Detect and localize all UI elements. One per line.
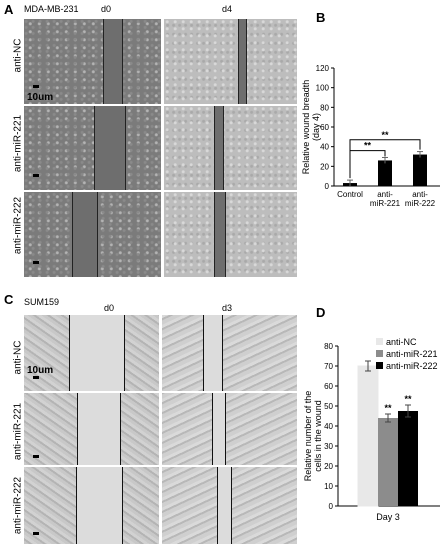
panel-a-col-header-d4: d4 (222, 4, 233, 14)
bar (378, 418, 398, 506)
bar (398, 411, 418, 506)
y-tick-label: 80 (324, 342, 333, 351)
panel-d-chart: Relative number of thecells in the wound… (303, 337, 440, 522)
scale-bar (33, 85, 39, 88)
significance-label: ** (384, 403, 392, 413)
bar (378, 160, 392, 186)
scale-label: 10um (27, 365, 54, 376)
scale-bar (33, 532, 39, 535)
significance-label: ** (404, 394, 412, 404)
significance-bracket (349, 139, 421, 177)
panel-a-image-222-d4 (163, 191, 298, 278)
y-tick-label: 50 (324, 402, 333, 411)
panel-c-image-nc-d3 (161, 314, 298, 392)
y-axis-label: Relative wound breadth(day 4) (301, 80, 321, 175)
y-tick-label: 40 (320, 143, 329, 152)
y-tick-label: 0 (325, 182, 330, 191)
panel-c-col-header-d3: d3 (222, 303, 233, 313)
legend-swatch (376, 338, 383, 345)
panel-d-letter: D (316, 305, 326, 320)
panel-a-col-header-d0: d0 (101, 4, 112, 14)
x-tick-label: Control (337, 190, 363, 199)
legend-swatch (376, 362, 383, 369)
y-tick-label: 0 (329, 502, 334, 511)
panel-b-letter: B (316, 10, 326, 25)
significance-label: ** (364, 141, 372, 151)
y-tick-label: 100 (316, 84, 330, 93)
x-tick-label: anti-miR-222 (405, 190, 436, 208)
y-tick-label: 120 (316, 64, 330, 73)
panel-c-image-222-d3 (161, 466, 298, 545)
scale-bar (33, 174, 39, 177)
panel-c-letter: C (4, 292, 14, 307)
legend-swatch (376, 350, 383, 357)
panel-c-row-label-222: anti-miR-222 (12, 476, 24, 535)
panel-a-image-222-d0 (23, 191, 162, 278)
panel-c-row-label-nc: anti-NC (12, 340, 24, 375)
legend-label: anti-miR-221 (386, 349, 438, 359)
panel-a-image-nc-d0: 10um (23, 18, 162, 105)
y-tick-label: 20 (320, 162, 329, 171)
scale-bar (33, 376, 39, 379)
x-tick-label: anti-miR-221 (370, 190, 401, 208)
y-tick-label: 80 (320, 103, 329, 112)
y-tick-label: 10 (324, 482, 333, 491)
x-tick-label: Day 3 (376, 512, 400, 522)
panel-c-image-nc-d0: 10um (23, 314, 160, 392)
y-tick-label: 20 (324, 462, 333, 471)
bar (357, 365, 379, 507)
y-axis-label-text: Relative number of thecells in the wound (303, 391, 323, 482)
scale-label: 10um (27, 92, 54, 103)
panel-a-letter: A (4, 2, 14, 17)
panel-b-chart: Relative wound breadth(day 4) 0 20 40 60 80 10… (301, 64, 440, 208)
panel-a-cell-line: MDA-MB-231 (24, 4, 79, 14)
panel-c-image-222-d0 (23, 466, 160, 545)
bar (413, 154, 427, 186)
y-axis-label: Relative number of thecells in the wound (303, 391, 323, 482)
y-tick-label: 30 (324, 442, 333, 451)
y-tick-label: 40 (324, 422, 333, 431)
panel-a-image-221-d0 (23, 105, 162, 191)
panel-c-row-label-221: anti-miR-221 (12, 402, 24, 461)
y-axis-label-text: Relative wound breadth(day 4) (301, 80, 321, 175)
scale-bar (33, 455, 39, 458)
y-tick-label: 70 (324, 362, 333, 371)
panel-c-image-221-d0 (23, 392, 160, 466)
panel-a-row-label-222: anti-miR-222 (12, 196, 24, 255)
panel-a-row-label-221: anti-miR-221 (12, 114, 24, 173)
panel-a-row-label-nc: anti-NC (12, 38, 24, 73)
legend-label: anti-NC (386, 337, 417, 347)
panel-c-col-header-d0: d0 (104, 303, 115, 313)
panel-c-image-221-d3 (161, 392, 298, 466)
y-tick-label: 60 (324, 382, 333, 391)
y-tick-label: 60 (320, 123, 329, 132)
legend-label: anti-miR-222 (386, 361, 438, 371)
panel-c-cell-line: SUM159 (24, 297, 60, 307)
significance-label: ** (381, 130, 389, 140)
scale-bar (33, 261, 39, 264)
panel-a-image-221-d4 (163, 105, 298, 191)
panel-a-image-nc-d4 (163, 18, 298, 105)
